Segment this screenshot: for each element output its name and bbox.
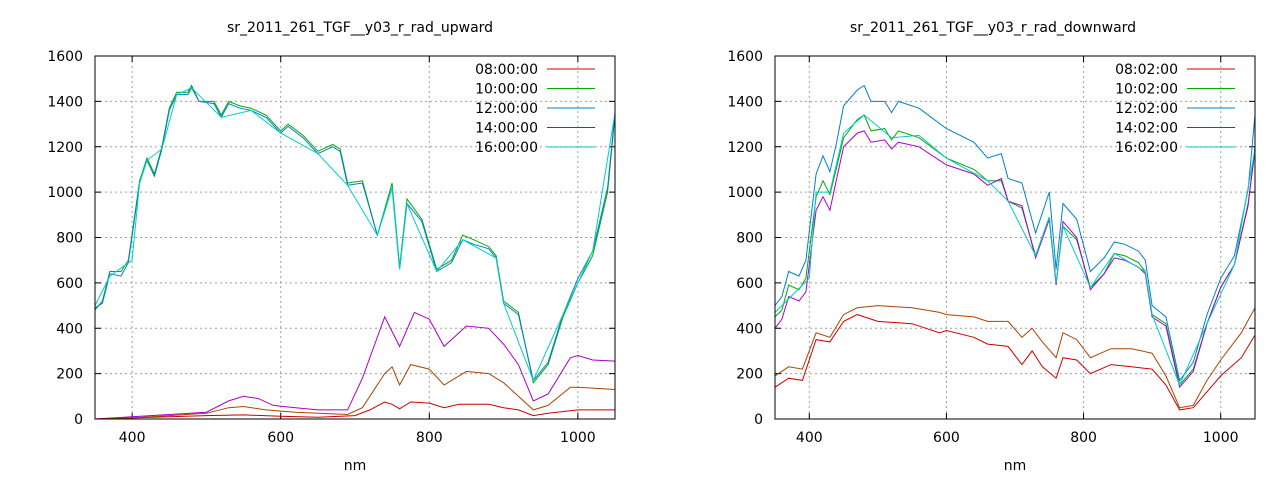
legend-label: 10:00:00 [475,82,538,98]
series-line-4 [774,130,1256,389]
y-tick-label: 600 [736,276,763,292]
x-axis-label: nm [1004,458,1027,474]
y-tick-label: 600 [56,276,83,292]
legend-label: 08:02:00 [1115,62,1178,78]
chart-title: sr_2011_261_TGF__y03_r_rad_upward [227,20,493,36]
series-line-2 [774,114,1256,387]
series-line-3 [774,84,1256,382]
series-line-1 [94,401,615,420]
x-tick-label: 1000 [1203,430,1239,446]
series-line-6 [94,364,616,420]
x-axis-label: nm [344,458,367,474]
y-tick-label: 800 [56,231,83,247]
x-tick-label: 600 [267,430,294,446]
y-tick-label: 0 [754,412,763,428]
legend-label: 16:02:00 [1115,140,1178,156]
y-tick-label: 1200 [47,140,83,156]
chart-panel-1: sr_2011_261_TGF__y03_r_rad_upward 0 200 400… [47,20,616,474]
y-tick-label: 200 [56,367,83,383]
y-tick-label: 1200 [727,140,763,156]
series-line-5 [774,114,1256,387]
x-tick-label: 800 [416,430,443,446]
y-tick-label: 1000 [727,185,763,201]
y-tick-label: 400 [736,321,763,337]
y-tick-label: 1600 [47,49,83,65]
y-tick-label: 1600 [727,49,763,65]
x-tick-label: 400 [119,430,146,446]
legend-label: 12:00:00 [475,101,538,117]
y-tick-label: 800 [736,231,763,247]
x-tick-label: 800 [1070,430,1097,446]
legend-label: 10:02:00 [1115,82,1178,98]
legend-label: 14:02:00 [1115,121,1178,137]
chart-panel-2: sr_2011_261_TGF__y03_r_rad_downward 0 200 4… [727,20,1256,474]
y-tick-label: 1000 [47,185,83,201]
plot-frame [774,55,1256,420]
series-line-3 [94,86,616,382]
legend-label: 16:00:00 [475,140,538,156]
series-line-2 [94,84,616,384]
series-line-5 [94,87,616,382]
legend-label: 08:00:00 [475,62,538,78]
legend-label: 14:00:00 [475,121,538,137]
x-tick-label: 600 [933,430,960,446]
y-tick-label: 400 [56,321,83,337]
y-tick-label: 1400 [47,94,83,110]
x-tick-label: 400 [796,430,823,446]
y-tick-label: 0 [74,412,83,428]
legend-label: 12:02:00 [1115,101,1178,117]
plot-frame [94,55,616,420]
y-tick-label: 200 [736,367,763,383]
series-line-6 [774,305,1256,409]
x-tick-label: 1000 [560,430,596,446]
chart-title: sr_2011_261_TGF__y03_r_rad_downward [850,20,1136,36]
y-tick-label: 1400 [727,94,763,110]
series-line-1 [774,314,1256,411]
series-line-4 [94,311,616,420]
